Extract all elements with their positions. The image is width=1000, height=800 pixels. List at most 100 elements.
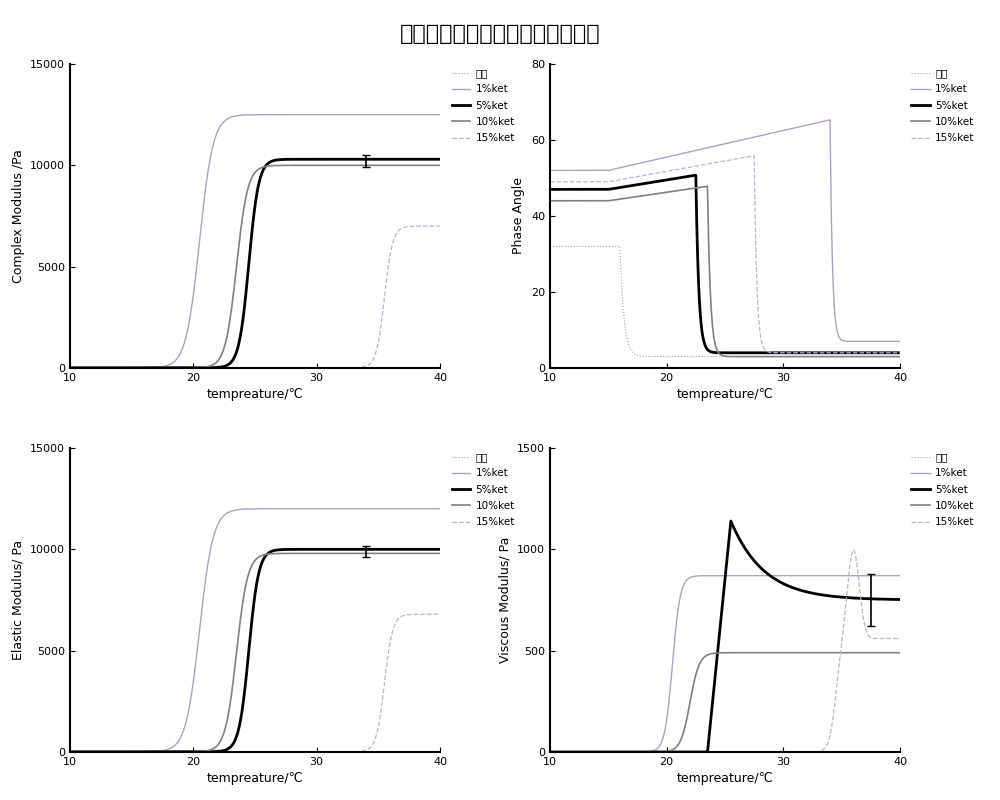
5%ket (884, 594, 896, 604)
10%ket (855, 648, 867, 658)
10%ket (714, 648, 726, 658)
15%ket (748, 151, 760, 161)
5%ket (244, 634, 256, 644)
空白 (234, 363, 246, 373)
空白 (820, 747, 832, 757)
1%ket (434, 110, 446, 119)
5%ket (705, 347, 717, 357)
15%ket (705, 158, 717, 168)
Line: 15%ket: 15%ket (70, 226, 440, 368)
空白 (884, 352, 896, 362)
5%ket (884, 348, 896, 358)
1%ket (432, 504, 444, 514)
Y-axis label: Complex Modulus /Pa: Complex Modulus /Pa (12, 149, 25, 283)
1%ket (355, 504, 367, 514)
5%ket (64, 747, 76, 757)
Line: 1%ket: 1%ket (70, 509, 440, 752)
15%ket (714, 747, 726, 757)
10%ket (64, 363, 76, 373)
15%ket (820, 742, 832, 752)
15%ket (423, 222, 435, 231)
空白 (894, 352, 906, 362)
5%ket (423, 154, 435, 164)
空白 (355, 363, 367, 373)
1%ket (544, 166, 556, 175)
5%ket (234, 333, 246, 342)
空白 (423, 747, 435, 757)
1%ket (714, 571, 726, 581)
X-axis label: tempreature/℃: tempreature/℃ (207, 773, 303, 786)
Line: 空白: 空白 (550, 246, 900, 357)
空白 (244, 747, 256, 757)
1%ket (705, 142, 717, 152)
1%ket (83, 363, 95, 373)
1%ket (884, 571, 896, 581)
5%ket (83, 747, 95, 757)
5%ket (64, 363, 76, 373)
1%ket (423, 504, 435, 514)
10%ket (64, 747, 76, 757)
10%ket (562, 196, 574, 206)
Line: 5%ket: 5%ket (550, 175, 900, 353)
15%ket (884, 348, 896, 358)
1%ket (894, 337, 906, 346)
空白 (544, 242, 556, 251)
1%ket (820, 571, 832, 581)
空白 (705, 352, 717, 362)
Line: 10%ket: 10%ket (70, 166, 440, 368)
5%ket (884, 348, 896, 358)
空白 (714, 747, 726, 757)
15%ket (234, 363, 246, 373)
Y-axis label: Elastic Modulus/ Pa: Elastic Modulus/ Pa (12, 540, 25, 660)
Line: 1%ket: 1%ket (550, 120, 900, 342)
10%ket (83, 747, 95, 757)
10%ket (423, 161, 435, 170)
15%ket (64, 747, 76, 757)
15%ket (714, 157, 726, 166)
1%ket (824, 115, 836, 125)
X-axis label: tempreature/℃: tempreature/℃ (207, 389, 303, 402)
15%ket (562, 747, 574, 757)
Legend: 空白, 1%ket, 5%ket, 10%ket, 15%ket: 空白, 1%ket, 5%ket, 10%ket, 15%ket (907, 64, 979, 147)
15%ket (884, 634, 896, 643)
1%ket (244, 110, 256, 120)
15%ket (355, 362, 367, 372)
空白 (434, 363, 446, 373)
10%ket (884, 352, 896, 362)
1%ket (423, 110, 435, 119)
10%ket (820, 352, 832, 362)
10%ket (355, 549, 367, 558)
10%ket (244, 178, 256, 187)
1%ket (562, 747, 574, 757)
1%ket (432, 110, 444, 119)
5%ket (705, 714, 717, 723)
空白 (894, 747, 906, 757)
5%ket (714, 622, 726, 631)
空白 (244, 363, 256, 373)
10%ket (244, 566, 256, 575)
15%ket (423, 610, 435, 619)
X-axis label: tempreature/℃: tempreature/℃ (677, 773, 773, 786)
空白 (423, 363, 435, 373)
10%ket (701, 182, 713, 191)
15%ket (820, 348, 832, 358)
15%ket (423, 222, 435, 231)
Line: 10%ket: 10%ket (550, 186, 900, 357)
15%ket (244, 363, 256, 373)
空白 (423, 747, 435, 757)
1%ket (809, 571, 821, 581)
空白 (355, 747, 367, 757)
15%ket (850, 348, 862, 358)
Legend: 空白, 1%ket, 5%ket, 10%ket, 15%ket: 空白, 1%ket, 5%ket, 10%ket, 15%ket (447, 64, 519, 147)
空白 (767, 352, 779, 362)
Legend: 空白, 1%ket, 5%ket, 10%ket, 15%ket: 空白, 1%ket, 5%ket, 10%ket, 15%ket (907, 448, 979, 531)
Line: 5%ket: 5%ket (550, 521, 900, 752)
Y-axis label: Viscous Modulus/ Pa: Viscous Modulus/ Pa (499, 537, 512, 663)
15%ket (894, 634, 906, 643)
Line: 15%ket: 15%ket (550, 550, 900, 752)
15%ket (64, 363, 76, 373)
Y-axis label: Phase Angle: Phase Angle (512, 178, 525, 254)
10%ket (355, 161, 367, 170)
10%ket (884, 648, 896, 658)
1%ket (705, 571, 717, 581)
